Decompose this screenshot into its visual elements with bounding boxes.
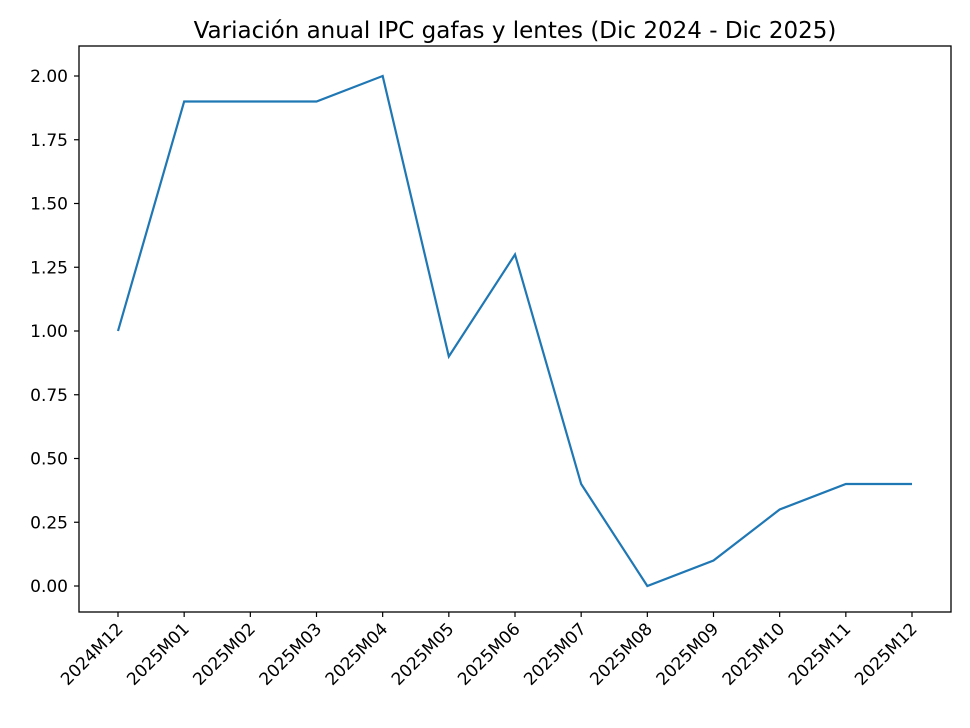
x-tick-label: 2025M04: [322, 619, 392, 689]
series-line: [116, 74, 912, 588]
x-tick-label: 2025M11: [785, 619, 855, 689]
x-tick-label: 2025M02: [189, 619, 259, 689]
x-tick-label: 2025M01: [123, 619, 193, 689]
x-tick-label: 2025M07: [520, 619, 590, 689]
y-tick-label: 0.25: [30, 513, 68, 533]
y-tick-label: 1.75: [30, 131, 68, 151]
x-tick-label: 2025M12: [851, 619, 921, 689]
x-tick-label: 2024M12: [57, 619, 127, 689]
chart-title: Variación anual IPC gafas y lentes (Dic …: [194, 18, 837, 44]
x-tick-label: 2025M03: [256, 619, 326, 689]
y-tick-label: 1.25: [30, 258, 68, 278]
x-tick-label: 2025M06: [454, 619, 524, 689]
x-tick-label: 2025M05: [388, 619, 458, 689]
x-tick-label: 2025M10: [719, 619, 789, 689]
x-axis: 2024M122025M012025M022025M032025M042025M…: [57, 612, 922, 690]
y-tick-label: 1.00: [30, 322, 68, 342]
plot-area: [78, 45, 952, 613]
y-tick-label: 1.50: [30, 195, 68, 215]
x-tick-label: 2025M08: [586, 619, 656, 689]
y-tick-label: 0.75: [30, 386, 68, 406]
x-tick-label: 2025M09: [653, 619, 723, 689]
y-tick-label: 0.00: [30, 577, 68, 597]
y-tick-label: 0.50: [30, 450, 68, 470]
y-tick-label: 2.00: [30, 67, 68, 87]
y-axis: 0.00 0.25 0.50 0.75 1.00 1.25 1.50 1.75 2.00: [30, 67, 79, 597]
